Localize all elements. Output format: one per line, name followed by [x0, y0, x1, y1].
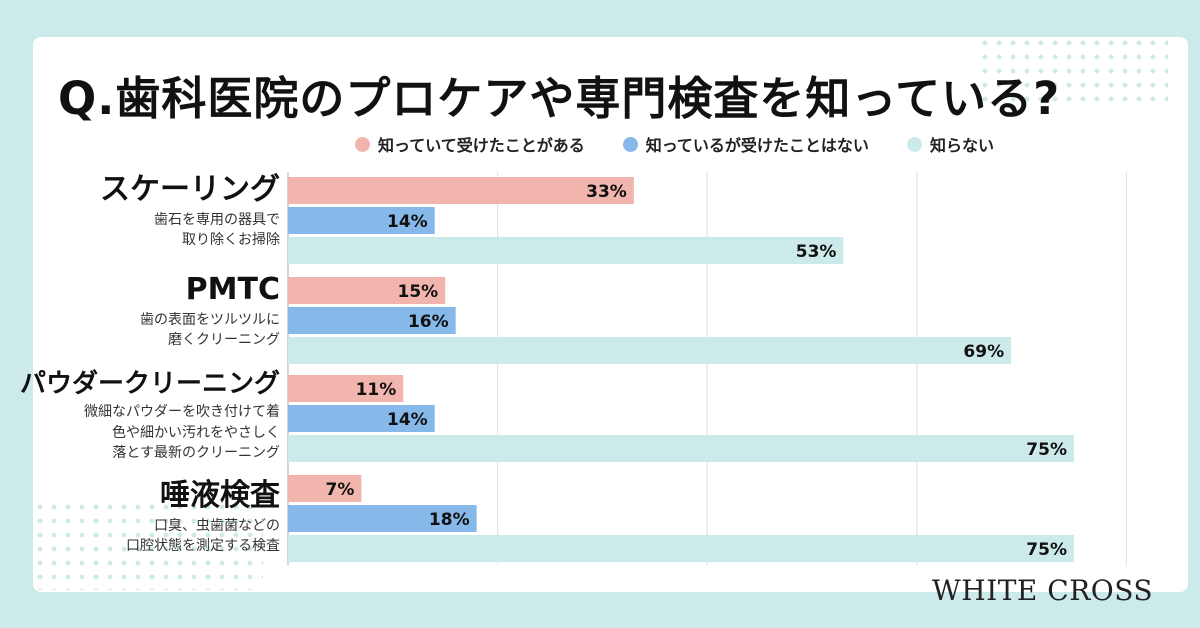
legend-label-known-not-received: 知っているが受けたことはない — [645, 136, 869, 155]
bar-received — [288, 277, 446, 304]
dot-pattern-bottom-left — [33, 500, 263, 590]
brand-logo: WHITE CROSS — [932, 574, 1154, 607]
category-description: 歯石を専用の器具で 取り除くお掃除 — [154, 211, 280, 248]
bar-unknown — [288, 435, 1074, 462]
data-label: 75% — [1026, 440, 1067, 460]
data-label: 11% — [356, 380, 397, 400]
legend-label-unknown: 知らない — [929, 136, 994, 155]
bar-known-not-received — [288, 307, 456, 334]
data-label: 14% — [387, 410, 428, 430]
chart-card — [33, 37, 1188, 592]
category-description: 歯の表面をツルツルに 磨くクリーニング — [140, 311, 280, 348]
bar-known-not-received — [288, 505, 477, 532]
bar-known-not-received — [288, 207, 435, 234]
category-powder-cleaning: パウダークリーニング 微細なパウダーを吹き付けて着 色や細かい汚れをやさしく 落… — [19, 369, 280, 463]
data-label: 69% — [963, 342, 1004, 362]
category-name: パウダークリーニング — [19, 369, 280, 399]
category-name: 唾液検査 — [160, 478, 280, 513]
data-label: 33% — [586, 182, 627, 202]
category-description: 口臭、虫歯菌などの 口腔状態を測定する検査 — [126, 517, 280, 554]
bar-received — [288, 475, 362, 502]
data-label: 18% — [429, 510, 470, 530]
dot-pattern-top-right — [978, 36, 1168, 106]
data-label: 15% — [397, 282, 438, 302]
chart-title: Q.歯科医院のプロケアや専門検査を知っている? — [58, 72, 1061, 125]
data-label: 53% — [796, 242, 837, 262]
legend-item-received: 知っていて受けたことがある — [355, 132, 585, 156]
data-label: 16% — [408, 312, 449, 332]
legend-swatch-known-not-received — [622, 136, 638, 152]
legend-swatch-unknown — [906, 136, 922, 152]
data-label: 75% — [1026, 540, 1067, 560]
legend-label-received: 知っていて受けたことがある — [378, 136, 585, 155]
legend-item-known-not-received: 知っているが受けたことはない — [622, 132, 869, 156]
data-label: 14% — [387, 212, 428, 232]
bar-unknown — [288, 535, 1074, 562]
legend-item-unknown: 知らない — [906, 132, 994, 156]
bar-received — [288, 375, 404, 402]
category-scaling: スケーリング 歯石を専用の器具で 取り除くお掃除 — [100, 174, 280, 250]
bar-known-not-received — [288, 405, 435, 432]
legend-swatch-received — [355, 136, 370, 152]
bar-received — [288, 177, 634, 204]
legend: 知っていて受けたことがある 知っているが受けたことはない 知らない — [355, 132, 994, 156]
data-label: 7% — [325, 480, 354, 500]
bar-unknown — [288, 237, 844, 264]
category-pmtc: PMTC 歯の表面をツルツルに 磨くクリーニング — [140, 274, 280, 350]
category-name: PMTC — [185, 272, 280, 307]
category-saliva-test: 唾液検査 口臭、虫歯菌などの 口腔状態を測定する検査 — [126, 480, 280, 556]
category-description: 微細なパウダーを吹き付けて着 色や細かい汚れをやさしく 落とす最新のクリーニング — [84, 404, 280, 461]
category-name: スケーリング — [100, 172, 280, 207]
bar-unknown — [288, 337, 1012, 364]
